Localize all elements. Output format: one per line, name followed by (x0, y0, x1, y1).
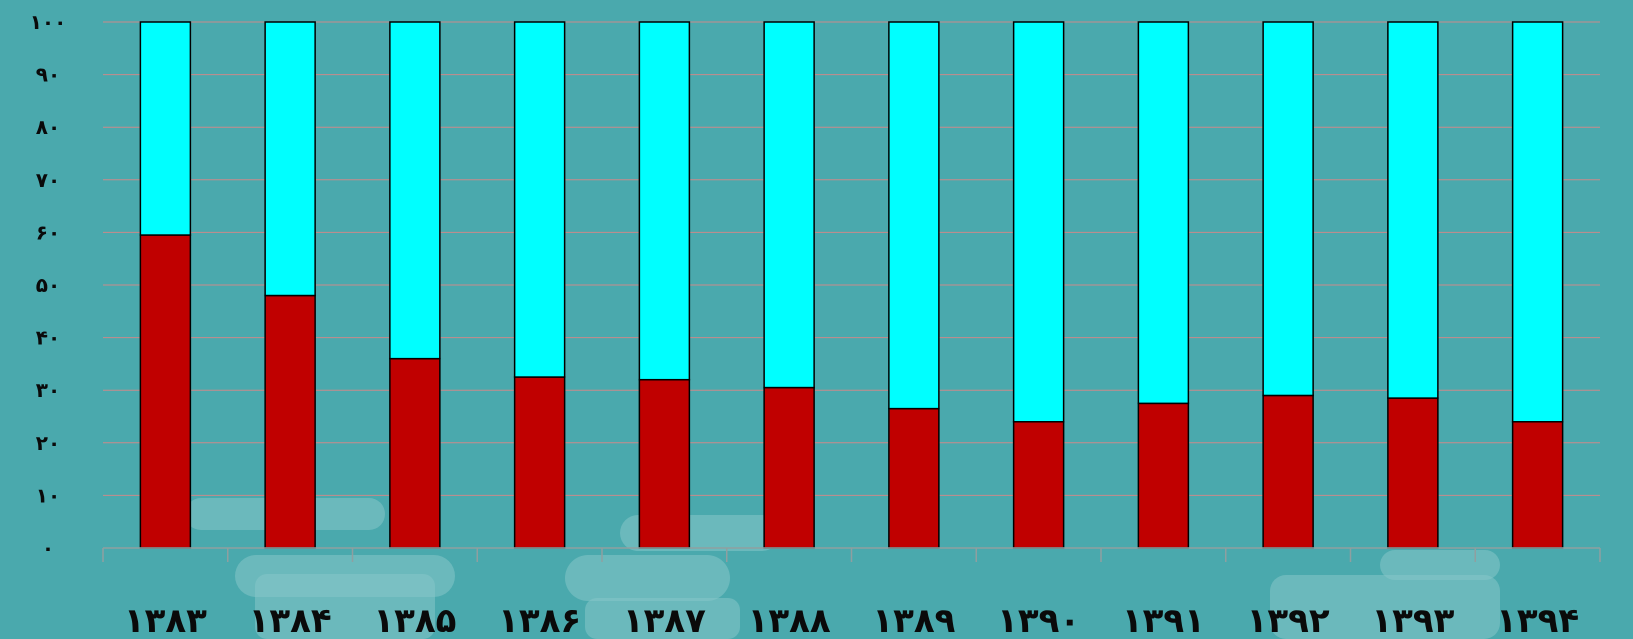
bar-segment-red (1137, 402, 1190, 549)
bar-segment-red (264, 294, 316, 549)
bar-segment-cyan (1262, 21, 1314, 397)
x-tick-label: ۱۳۹۴ (1496, 601, 1579, 639)
y-tick-label: ۳۰ (36, 378, 60, 402)
bar-segment-cyan (264, 21, 316, 297)
y-tick-label: ۱۰۰ (30, 10, 67, 34)
y-tick-label: ۷۰ (36, 168, 60, 192)
y-tick-label: ۸۰ (36, 115, 60, 139)
bar-segment-red (139, 234, 192, 549)
x-axis-ticks: ۱۳۸۳ ۱۳۸۴ ۱۳۸۵ ۱۳۸۶ ۱۳۸۷ ۱۳۸۸ ۱۳۸۹ ۱۳۹۰ ۱۳۹۱ ۱۳۹۲… (124, 601, 1579, 639)
bar-segment-red (1012, 421, 1065, 549)
bar-segment-red (513, 376, 566, 549)
bar-segment-red (1387, 397, 1439, 549)
x-tick-label: ۱۳۹۱ (1122, 601, 1205, 639)
x-tick-label: ۱۳۸۶ (498, 601, 581, 639)
bar-segment-cyan (1511, 21, 1564, 423)
bar-segment-cyan (389, 21, 441, 360)
bar-segment-cyan (888, 21, 940, 410)
x-tick-label: ۱۳۹۲ (1247, 601, 1330, 639)
x-tick-label: ۱۳۸۸ (748, 601, 831, 639)
bar-segment-red (389, 357, 441, 549)
x-tick-label: ۱۳۹۳ (1371, 601, 1454, 639)
background-cloud-decoration (185, 498, 1500, 639)
x-tick-label: ۱۳۸۹ (872, 601, 955, 639)
bar-segment-cyan (139, 21, 192, 236)
bar-segment-cyan (1012, 21, 1065, 423)
bar-segment-cyan (513, 21, 566, 378)
bar-segment-cyan (1137, 21, 1190, 405)
bar-segment-red (888, 407, 940, 549)
bars (139, 21, 1564, 549)
bar-segment-cyan (763, 21, 815, 389)
x-tick-label: ۱۳۸۳ (124, 601, 207, 639)
bar-segment-red (638, 378, 691, 549)
bar-segment-cyan (1387, 21, 1439, 399)
bar-segment-red (1511, 421, 1564, 549)
y-tick-label: ۶۰ (36, 220, 60, 244)
x-tick-label: ۱۳۸۵ (373, 601, 456, 639)
y-tick-label: ۹۰ (36, 63, 60, 87)
x-tick-label: ۱۳۹۰ (997, 601, 1080, 639)
bar-segment-red (1262, 394, 1314, 549)
y-tick-label: ۴۰ (36, 326, 60, 350)
y-tick-label: ۰ (42, 536, 54, 560)
y-tick-label: ۱۰ (36, 483, 60, 507)
bar-segment-red (763, 386, 815, 549)
bar-segment-cyan (638, 21, 691, 381)
x-tick-label: ۱۳۸۴ (249, 601, 332, 639)
gridlines (103, 21, 1600, 549)
y-axis-ticks: ۰ ۱۰ ۲۰ ۳۰ ۴۰ ۵۰ ۶۰ ۷۰ ۸۰ ۹۰ ۱۰۰ (30, 10, 67, 560)
x-tick-label: ۱۳۸۷ (623, 601, 706, 639)
x-axis (102, 547, 1601, 562)
y-tick-label: ۵۰ (36, 273, 60, 297)
y-tick-label: ۲۰ (36, 431, 60, 455)
